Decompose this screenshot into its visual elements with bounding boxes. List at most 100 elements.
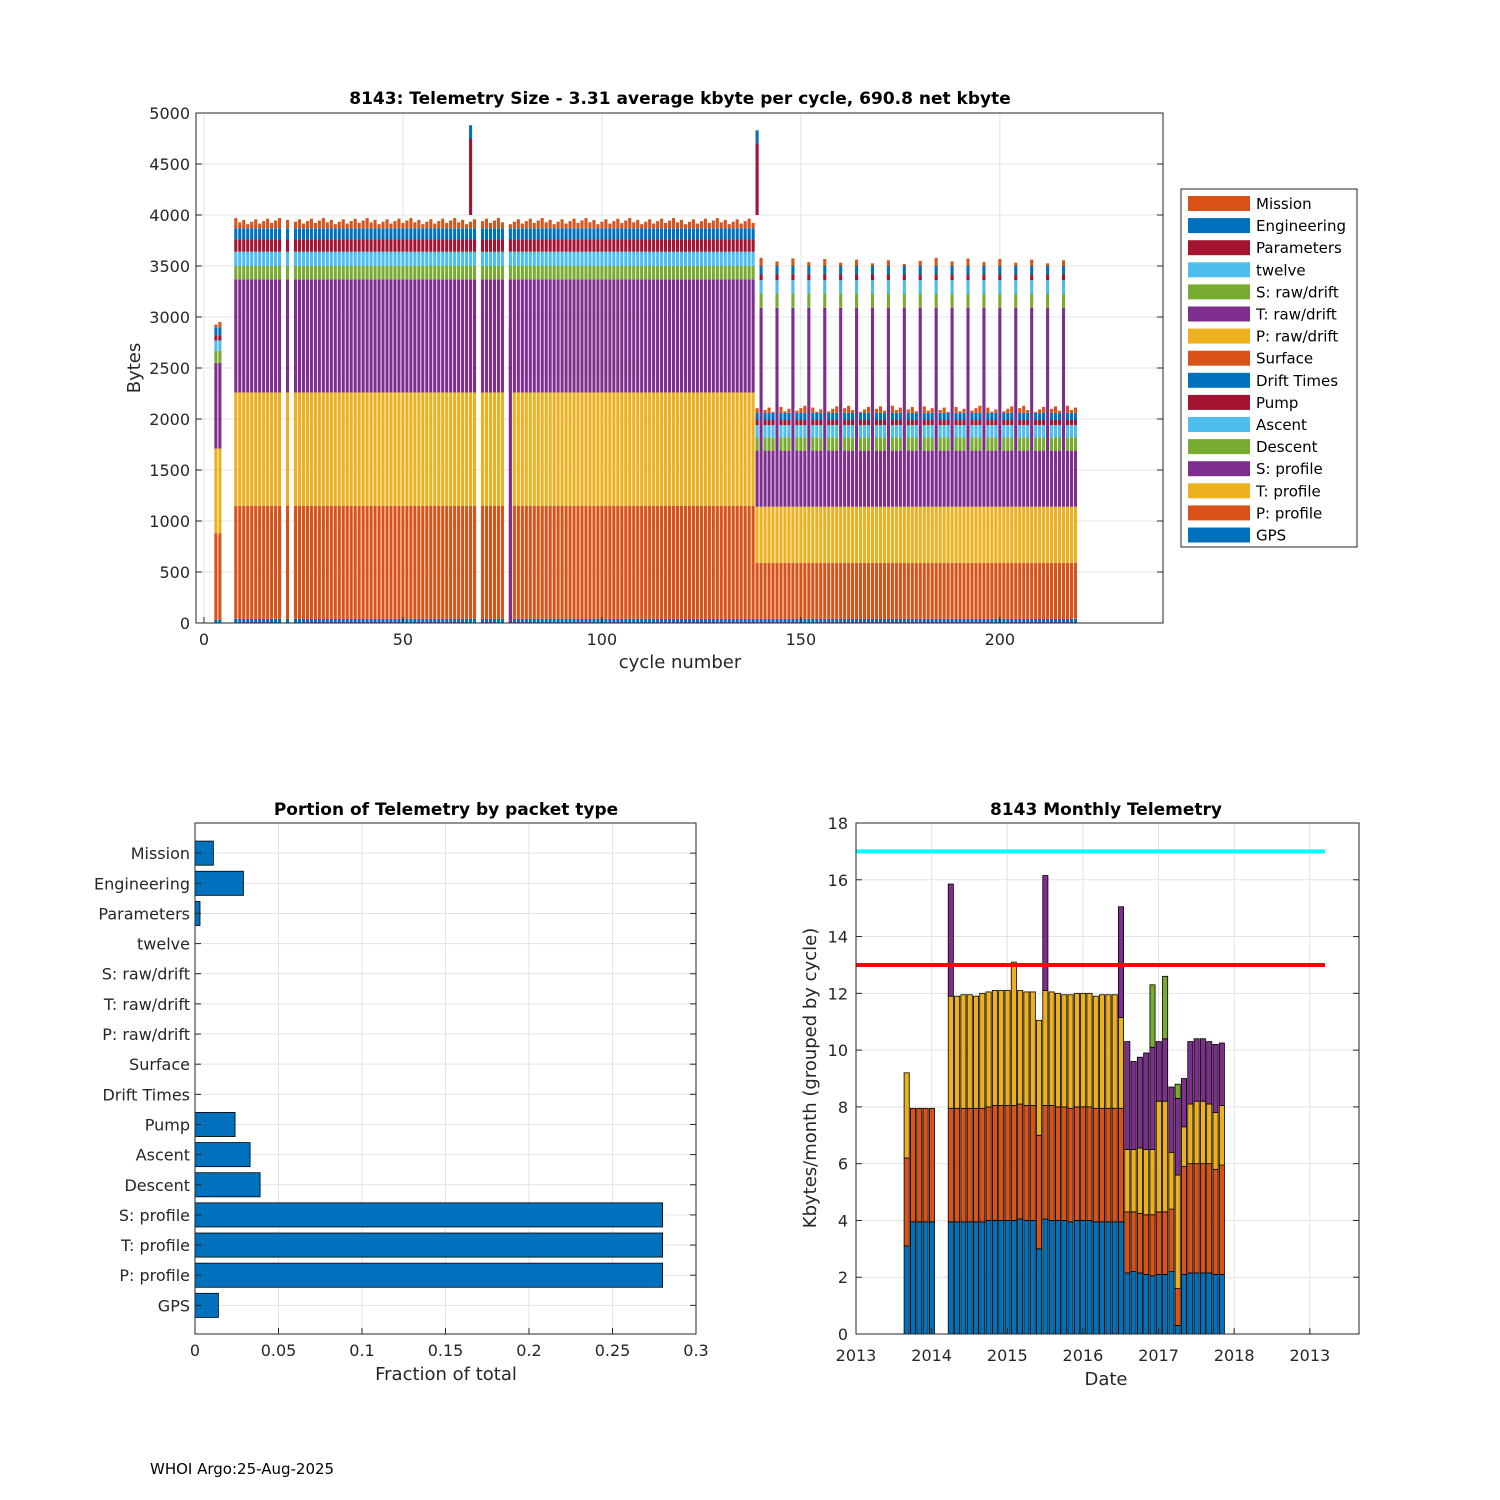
top-bar-segment xyxy=(831,408,835,413)
top-bar-segment xyxy=(703,228,707,240)
bl-category-label: Engineering xyxy=(94,874,190,893)
top-bar-segment xyxy=(855,266,859,275)
top-bar-segment xyxy=(747,228,751,240)
top-bar-segment xyxy=(934,274,938,281)
top-bar-segment xyxy=(524,392,528,506)
top-bar-segment xyxy=(274,228,278,240)
top-bar-segment xyxy=(1022,412,1026,421)
top-bar-segment xyxy=(234,266,238,280)
top-bar-segment xyxy=(532,228,536,240)
top-bar-segment xyxy=(711,228,715,240)
top-bar-segment xyxy=(771,411,775,413)
top-bar-segment xyxy=(357,392,361,506)
br-bar-segment xyxy=(1023,1105,1030,1221)
top-bar-segment xyxy=(644,251,648,266)
top-bar-segment xyxy=(584,392,588,506)
top-bar-segment xyxy=(699,266,703,280)
br-ytick-label: 12 xyxy=(828,984,848,1003)
top-bar-segment xyxy=(305,279,309,393)
top-bar-segment xyxy=(254,392,258,506)
top-bar-segment xyxy=(966,618,970,623)
top-bar-segment xyxy=(429,618,433,623)
br-bar-segment xyxy=(1092,1221,1099,1335)
top-bar-segment xyxy=(258,239,262,252)
bl-xtick-label: 0.25 xyxy=(595,1341,631,1360)
top-bar-segment xyxy=(870,307,875,507)
top-bar-segment xyxy=(743,266,747,280)
top-bar-segment xyxy=(293,251,298,266)
top-bar-segment xyxy=(385,219,389,229)
top-bar-segment xyxy=(393,618,397,623)
br-bar-segment xyxy=(916,1221,923,1335)
top-bar-segment xyxy=(266,505,270,619)
top-bar-segment xyxy=(683,279,688,393)
top-bar-segment xyxy=(393,279,397,393)
legend-label: Mission xyxy=(1256,195,1312,213)
top-bar-segment xyxy=(441,279,445,393)
br-bar-segment xyxy=(1092,995,1099,1109)
top-bar-segment xyxy=(1038,450,1042,507)
top-bar-segment xyxy=(381,228,385,240)
top-bar-segment xyxy=(656,266,660,280)
top-bar-segment xyxy=(743,279,747,393)
top-bar-segment xyxy=(1022,506,1026,563)
top-bar-segment xyxy=(783,506,787,563)
top-bar-segment xyxy=(679,228,684,240)
top-bar-segment xyxy=(843,437,847,451)
top-bar-segment xyxy=(1030,307,1034,507)
top-bar-segment xyxy=(687,279,692,393)
top-bar-segment xyxy=(791,506,795,563)
top-bar-segment xyxy=(540,266,544,280)
top-bar-segment xyxy=(715,239,719,252)
top-bar-segment xyxy=(958,425,962,438)
legend-label: Engineering xyxy=(1256,217,1346,235)
top-bar-segment xyxy=(397,618,401,623)
top-bar-segment xyxy=(843,506,847,563)
top-bar-segment xyxy=(664,618,668,623)
top-bar-segment xyxy=(449,220,453,229)
top-bar-segment xyxy=(691,266,695,280)
br-bar-segment xyxy=(966,994,973,1109)
legend-swatch xyxy=(1188,483,1250,499)
top-bar-segment xyxy=(930,450,934,507)
top-bar-segment xyxy=(250,251,254,266)
top-bar-segment xyxy=(242,618,246,623)
top-bar-segment xyxy=(1042,506,1046,563)
top-bar-segment xyxy=(1006,450,1010,507)
top-bar-segment xyxy=(1006,618,1010,623)
top-bar-segment xyxy=(695,618,699,623)
top-bar-segment xyxy=(214,533,218,620)
top-bar-segment xyxy=(958,562,962,619)
top-bar-segment xyxy=(361,228,365,240)
top-bar-segment xyxy=(544,239,548,252)
top-bar-segment xyxy=(385,618,389,623)
top-bar-segment xyxy=(1034,420,1038,426)
top-bar-segment xyxy=(218,327,222,336)
top-bar-segment xyxy=(453,279,457,393)
top-bar-segment xyxy=(775,280,779,294)
top-bar-segment xyxy=(1010,618,1014,623)
br-bar-segment xyxy=(1086,992,1093,1108)
top-bar-segment xyxy=(329,279,333,393)
top-bar-segment xyxy=(604,392,608,506)
top-ytick-label: 3000 xyxy=(149,308,190,327)
top-bar-segment xyxy=(870,562,875,619)
top-bar-segment xyxy=(1057,562,1062,619)
top-bar-segment xyxy=(926,562,930,619)
bl-category-label: P: profile xyxy=(119,1266,190,1285)
top-bar-segment xyxy=(552,228,556,240)
top-bar-segment xyxy=(592,266,596,280)
top-bar-segment xyxy=(556,228,560,240)
top-bar-segment xyxy=(970,420,974,426)
top-bar-segment xyxy=(1006,562,1010,619)
top-bar-segment xyxy=(285,505,290,619)
br-bar-segment xyxy=(947,883,954,997)
top-bar-segment xyxy=(922,412,926,421)
top-bar-segment xyxy=(246,228,250,240)
top-bar-segment xyxy=(739,505,743,619)
top-bar-segment xyxy=(469,392,473,506)
br-bar-segment xyxy=(1092,1107,1099,1223)
top-bar-segment xyxy=(309,228,313,240)
top-bar-segment xyxy=(441,251,445,266)
top-bar-segment xyxy=(719,239,723,252)
